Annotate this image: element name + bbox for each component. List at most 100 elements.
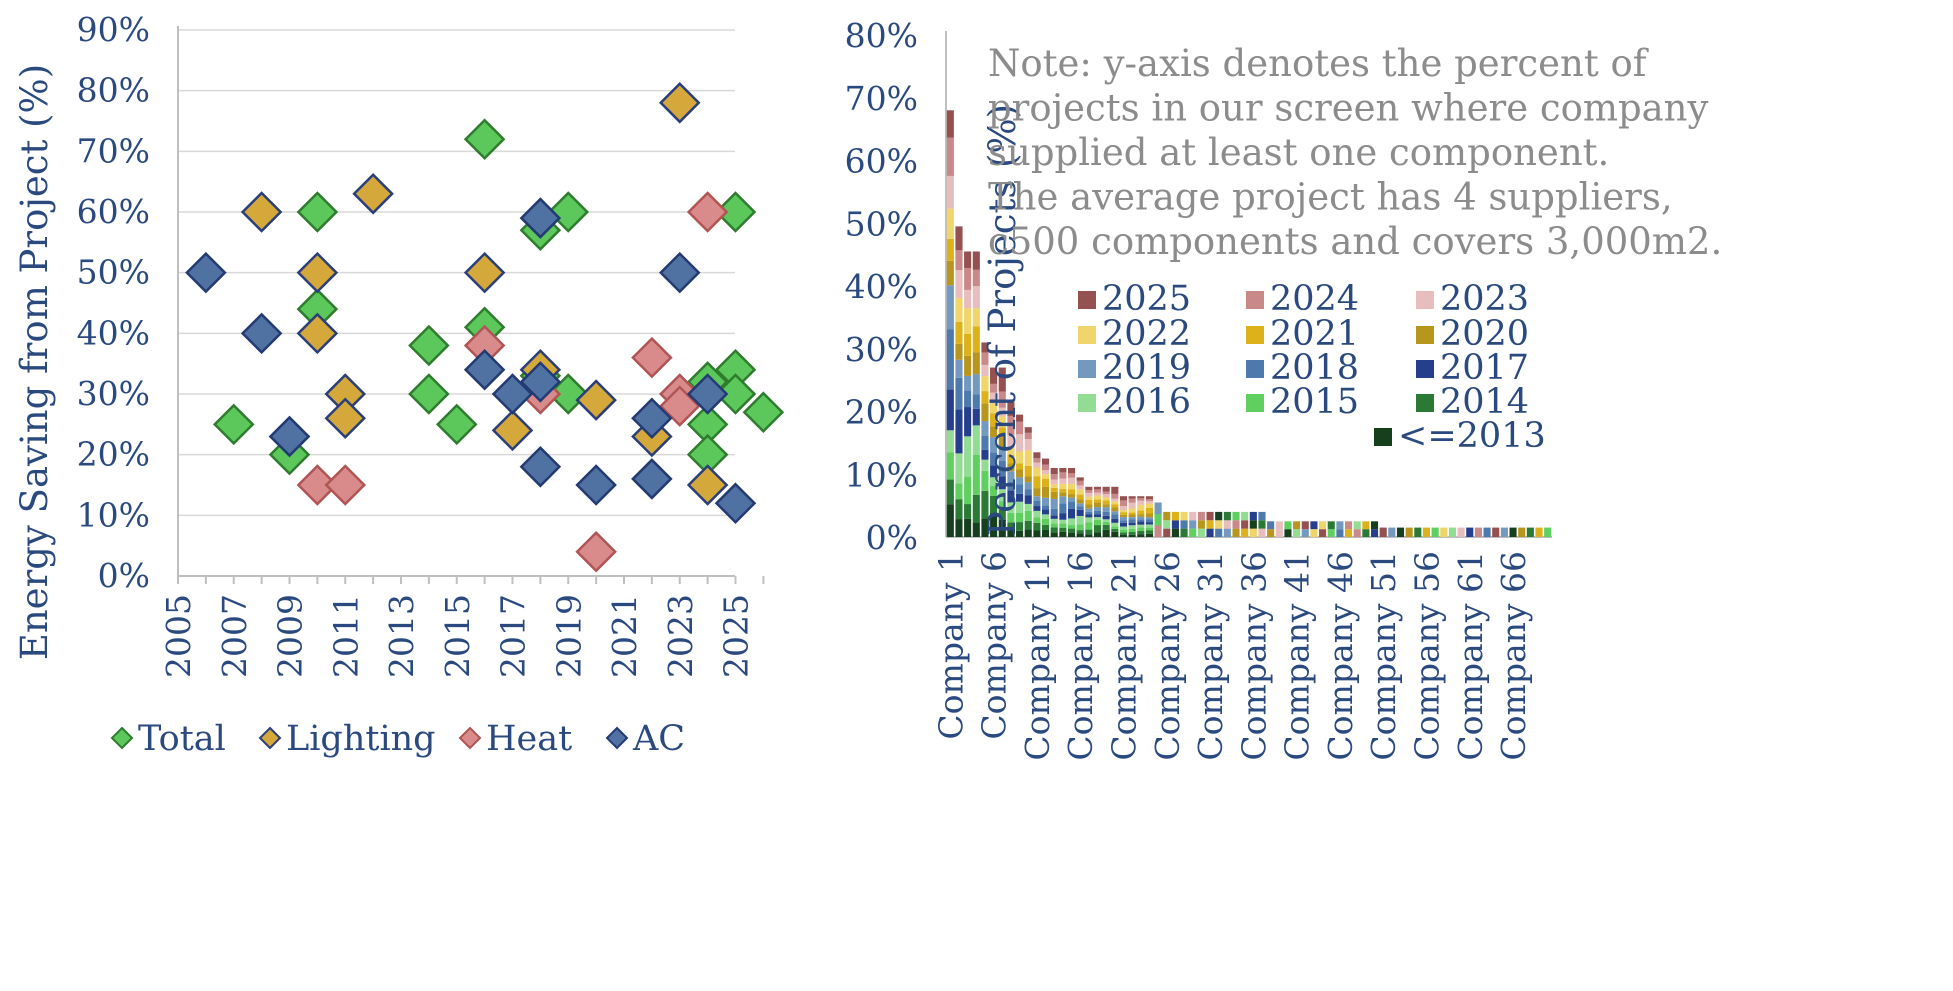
bar-segment xyxy=(1119,500,1128,507)
bar-segment xyxy=(990,413,998,427)
legend-label: <=2013 xyxy=(1398,416,1546,456)
bar-segment xyxy=(981,459,989,471)
bar-segment xyxy=(1232,511,1240,521)
bar-segment xyxy=(1059,523,1067,528)
bar-segment xyxy=(1448,527,1456,537)
bar-segment xyxy=(1119,526,1128,530)
bar-segment xyxy=(1085,534,1093,537)
bar-segment xyxy=(1007,402,1015,416)
bar-segment xyxy=(1007,434,1015,448)
legend-marker-heat xyxy=(458,726,482,750)
bar-segment xyxy=(1016,421,1024,435)
scatter-point-heat xyxy=(575,530,617,573)
scatter-point-total xyxy=(435,403,478,446)
scatter-axes: 0% 10% 20% 30% 40% 50% 60% 70% 80% 90% 2005 2007 200… xyxy=(77,10,765,678)
scatter-point-total xyxy=(714,191,757,233)
bar-segment xyxy=(1137,514,1145,517)
bar-segment xyxy=(1050,491,1058,499)
bar-segment xyxy=(1016,530,1024,537)
scatter-point-ac xyxy=(658,251,701,294)
bar-segment xyxy=(1024,465,1032,477)
bar-segment xyxy=(1293,521,1301,530)
bar-segment xyxy=(998,476,1006,490)
bar-segment xyxy=(1093,489,1102,493)
bar-segment xyxy=(1137,500,1145,505)
bar-segment xyxy=(1301,529,1309,537)
scatter-point-total xyxy=(296,191,339,233)
bar-segment xyxy=(1223,528,1231,537)
bar-segment xyxy=(1042,505,1050,510)
bar-segment xyxy=(1119,529,1128,533)
bar-segment xyxy=(1405,527,1413,537)
bar-segment xyxy=(1310,529,1318,537)
bar-segment xyxy=(1145,503,1153,508)
legend-label-heat: Heat xyxy=(486,719,572,759)
bar-segment xyxy=(1119,517,1128,521)
bar-segment xyxy=(1362,521,1370,530)
bar-segment xyxy=(1102,494,1110,498)
bar-segment xyxy=(1067,518,1076,526)
bar-segment xyxy=(1293,529,1301,537)
bar-segment xyxy=(1093,507,1102,511)
bar-segment xyxy=(990,495,998,514)
bar-segment xyxy=(1016,451,1024,464)
bar-segment xyxy=(1042,474,1050,479)
bar-segment xyxy=(1440,527,1448,537)
bar-segment xyxy=(1067,501,1076,509)
bar-segment xyxy=(1119,510,1128,513)
bar-segment xyxy=(1016,463,1024,470)
bar-segment xyxy=(1085,492,1093,497)
bar-segment xyxy=(1301,521,1309,530)
bar-segment xyxy=(1223,520,1231,529)
bar-segment xyxy=(1180,511,1188,521)
bar-segment xyxy=(1145,524,1153,528)
bar-segment xyxy=(1119,520,1128,523)
scatter-point-ac xyxy=(463,348,506,391)
bar-segment xyxy=(998,427,1006,438)
scatter-point-lighting xyxy=(324,397,367,440)
bar-segment xyxy=(1111,526,1119,529)
bar-segment xyxy=(1197,520,1205,529)
legend-label: 2024 xyxy=(1270,279,1359,319)
note-line: c500 components and covers 3,000m2. xyxy=(988,220,1722,263)
bar-segment xyxy=(1102,486,1110,492)
legend-swatch xyxy=(1078,326,1096,344)
legend-label-ac: AC xyxy=(632,719,685,759)
bar-segment xyxy=(1111,518,1119,523)
scatter-point-ac xyxy=(268,415,311,458)
bar-segment xyxy=(1093,495,1102,500)
scatter-point-lighting xyxy=(296,312,339,355)
bar-segment xyxy=(1128,525,1136,529)
scatter-y-tick-label: 0% xyxy=(98,556,150,595)
scatter-y-tick-label: 40% xyxy=(77,313,150,352)
bar-category-label: Company 61 xyxy=(1451,551,1490,761)
bar-segment xyxy=(1007,512,1015,523)
bar-segment xyxy=(1102,507,1110,512)
bar-segment xyxy=(1059,496,1067,504)
bar-segment xyxy=(1059,483,1067,489)
bar-segment xyxy=(1128,512,1136,515)
scatter-point-total xyxy=(463,118,506,160)
legend-label: 2018 xyxy=(1270,348,1359,388)
legend-label: 2019 xyxy=(1102,348,1191,388)
scatter-point-heat xyxy=(631,336,673,379)
bar-segment xyxy=(1327,521,1335,530)
bar-segment xyxy=(1007,454,1015,464)
bar-segment xyxy=(1050,532,1058,537)
scatter-point-lighting xyxy=(463,251,506,294)
scatter-point-ac xyxy=(631,458,673,500)
legend-label: 2016 xyxy=(1102,382,1191,422)
scatter-point-total xyxy=(212,403,255,446)
legend-label: 2020 xyxy=(1440,314,1529,354)
bar-segment xyxy=(1145,519,1153,523)
bar-segment xyxy=(1016,477,1024,485)
bar-segment xyxy=(1197,511,1205,521)
scatter-y-tick-label: 60% xyxy=(77,192,150,231)
bar-segment xyxy=(1007,490,1015,503)
bar-segment xyxy=(1362,529,1370,537)
bar-segment xyxy=(1232,528,1240,537)
note-line: The average project has 4 suppliers, xyxy=(988,176,1673,219)
bar-segment xyxy=(1024,510,1032,521)
bar-segment xyxy=(1042,470,1050,475)
bar-segment xyxy=(1042,529,1050,537)
